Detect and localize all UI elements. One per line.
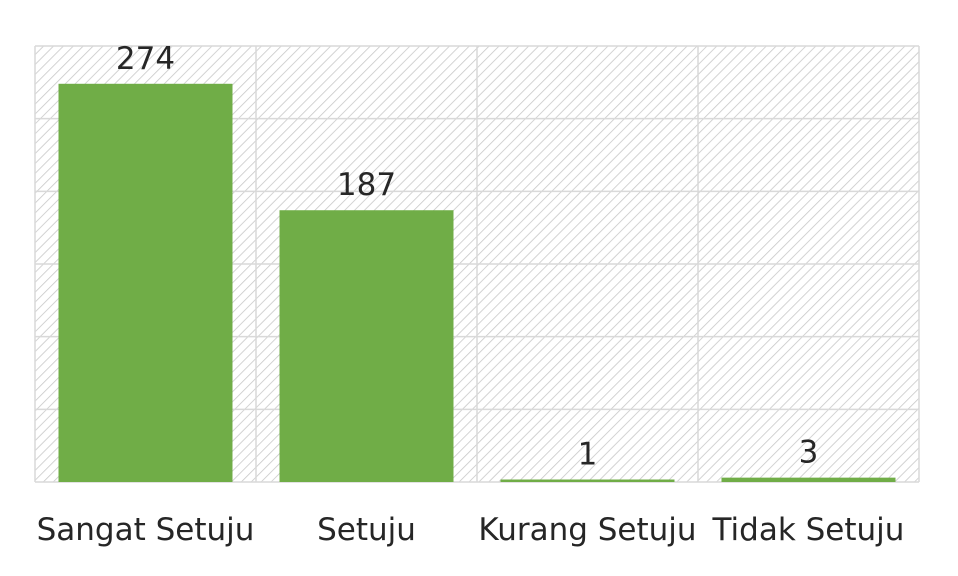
data-labels: 274 187 1 3 xyxy=(116,41,818,473)
bars xyxy=(58,83,896,482)
category-label: Sangat Setuju xyxy=(37,512,255,548)
data-label: 3 xyxy=(799,435,819,471)
category-label: Tidak Setuju xyxy=(712,512,905,548)
data-label: 1 xyxy=(578,437,598,473)
category-label: Setuju xyxy=(317,512,416,548)
bar xyxy=(279,210,454,482)
bar xyxy=(58,83,233,482)
bar xyxy=(500,479,675,482)
category-labels: Sangat Setuju Setuju Kurang Setuju Tidak Se… xyxy=(37,512,905,548)
data-label: 187 xyxy=(337,167,396,203)
category-label: Kurang Setuju xyxy=(478,512,696,548)
bar xyxy=(721,477,896,482)
data-label: 274 xyxy=(116,41,175,77)
